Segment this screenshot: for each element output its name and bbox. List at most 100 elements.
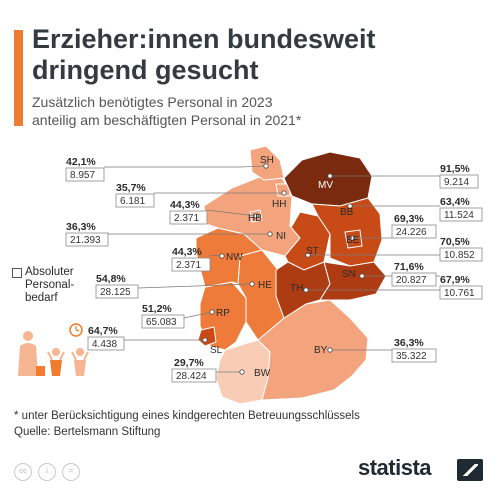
callout-by: 36,3% 35.322 [391, 337, 437, 363]
code-mv: MV [318, 180, 333, 191]
count-box-mv [439, 174, 479, 189]
callouts: 42,1% 8.957 35,7% 6.181 44,3% 2.371 36,3… [65, 156, 483, 383]
state-dots [202, 163, 365, 375]
count-box-rp [141, 314, 185, 329]
leader-he [137, 283, 253, 289]
dot-sh [263, 163, 269, 169]
count-box-sn [391, 272, 437, 287]
share-rp: 51,2% [142, 303, 172, 315]
code-th: TH [290, 283, 303, 294]
count-bw: 28.424 [176, 371, 207, 382]
count-rp: 65.083 [146, 317, 177, 328]
count-be: 24.226 [396, 227, 427, 238]
share-bb: 63,4% [440, 196, 470, 208]
nd-icon[interactable]: = [62, 463, 80, 481]
dot-mv [327, 173, 333, 179]
count-th: 10.761 [444, 288, 475, 299]
leader-sh [104, 165, 267, 168]
share-th: 67,9% [440, 274, 470, 286]
region-mv [283, 151, 373, 207]
child-2-body-icon [74, 360, 86, 376]
count-box-he [95, 284, 139, 299]
callout-ni: 36,3% 21.393 [65, 221, 109, 247]
share-bw: 29,7% [174, 357, 204, 369]
code-ni: NI [276, 231, 286, 242]
statista-logo[interactable]: statista [358, 455, 432, 480]
count-st: 10.852 [444, 250, 475, 261]
share-he: 54,8% [96, 273, 126, 285]
count-sn: 20.827 [396, 275, 427, 286]
callout-th: 67,9% 10.761 [439, 274, 483, 300]
state-regions [195, 145, 387, 405]
callout-hb: 44,3% 2.371 [169, 199, 208, 225]
dot-hh [281, 190, 287, 196]
count-box-be [391, 224, 437, 239]
callout-rp: 51,2% 65.083 [141, 303, 185, 329]
subtitle: Zusätzlich benötigtes Personal in 2023 a… [32, 93, 472, 129]
count-box-bb [439, 207, 483, 222]
share-sn: 71,6% [394, 261, 424, 273]
teacher-body-icon [18, 343, 38, 376]
region-sl [197, 326, 217, 347]
callout-bw: 29,7% 28.424 [171, 357, 217, 383]
kindergarten-illustration [18, 323, 89, 376]
dot-bb [347, 203, 353, 209]
share-sl: 64,7% [88, 325, 118, 337]
child-1-arms-icon [47, 351, 65, 361]
subtitle-line-1: Zusätzlich benötigtes Personal in 2023 [32, 94, 273, 110]
count-box-th [439, 285, 483, 300]
dot-sl [202, 337, 208, 343]
legend-label: Absoluter Personal-bedarf [25, 266, 75, 304]
count-box-ni [65, 232, 109, 247]
callout-bb: 63,4% 11.524 [439, 196, 483, 222]
by-icon[interactable]: i [38, 463, 56, 481]
callout-sh: 42,1% 8.957 [65, 156, 105, 182]
dot-th [303, 287, 309, 293]
dot-hb [253, 213, 259, 219]
count-box-bw [171, 368, 217, 383]
callout-nw: 44,3% 2.371 [171, 246, 211, 272]
region-sn [319, 261, 387, 301]
share-ni: 36,3% [66, 221, 96, 233]
share-hb: 44,3% [170, 199, 200, 211]
code-hh: HH [272, 199, 286, 210]
dot-bw [239, 369, 245, 375]
share-sh: 42,1% [66, 156, 96, 168]
callout-sl: 64,7% 4.438 [87, 325, 125, 351]
count-hb: 2.371 [174, 213, 199, 224]
toy-block-icon [36, 366, 45, 376]
dot-he [249, 281, 255, 287]
cc-icon[interactable]: cc [14, 463, 32, 481]
teacher-head-icon [23, 331, 33, 341]
dot-nw [219, 253, 225, 259]
count-box-sh [65, 167, 105, 182]
callout-hh: 35,7% 6.181 [115, 182, 155, 208]
share-nw: 44,3% [172, 246, 202, 258]
callout-mv: 91,5% 9.214 [439, 163, 479, 189]
share-st: 70,5% [440, 236, 470, 248]
code-sh: SH [260, 155, 274, 166]
statista-logo-icon[interactable] [457, 459, 483, 481]
callout-he: 54,8% 28.125 [95, 273, 139, 299]
count-box-hb [169, 210, 208, 225]
dot-rp [209, 309, 215, 315]
child-2-arms-icon [71, 351, 89, 361]
count-sh: 8.957 [70, 170, 95, 181]
code-bb: BB [340, 207, 354, 218]
count-box-nw [171, 257, 211, 272]
count-ni: 21.393 [70, 235, 101, 246]
callout-st: 70,5% 10.852 [439, 236, 483, 262]
code-sn: SN [342, 269, 356, 280]
child-2-head-icon [76, 348, 84, 356]
leader-rp [183, 311, 213, 319]
dot-sn [359, 273, 365, 279]
code-rp: RP [216, 308, 230, 319]
count-mv: 9.214 [444, 177, 469, 188]
code-hb: HB [248, 213, 262, 224]
callout-sn: 71,6% 20.827 [391, 261, 437, 287]
share-be: 69,3% [394, 213, 424, 225]
share-by: 36,3% [394, 337, 424, 349]
dot-be [349, 235, 355, 241]
page-title: Erzieher:innen bundesweit dringend gesuc… [32, 24, 376, 85]
